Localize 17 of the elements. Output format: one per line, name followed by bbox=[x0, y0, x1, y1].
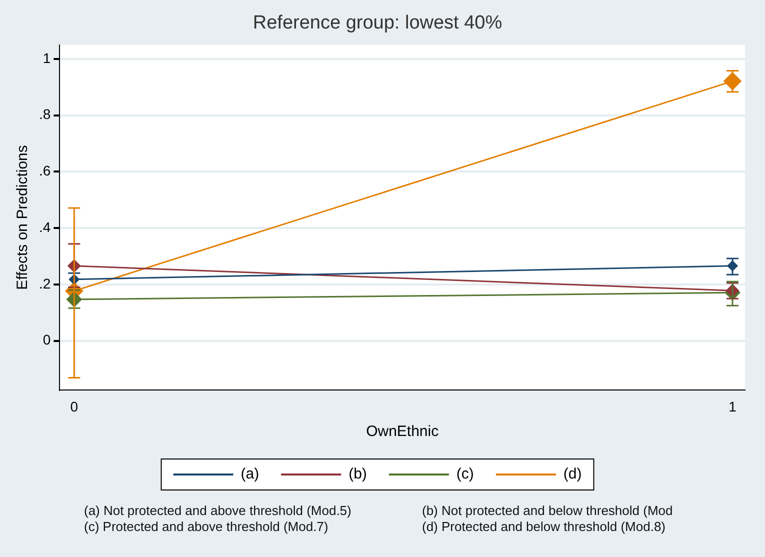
chart-title: Reference group: lowest 40% bbox=[252, 12, 502, 34]
y-tick-label: .4 bbox=[38, 218, 51, 235]
y-tick-label: 0 bbox=[42, 332, 51, 348]
legend-label: (c) bbox=[456, 466, 474, 483]
text: (a) Not protected and above threshold (Mod.5) bbox=[84, 503, 352, 519]
x-axis-title: OwnEthnic bbox=[366, 423, 440, 440]
text: (b) Not protected and below threshold (Mod bbox=[422, 503, 674, 519]
text: (c) Protected and above threshold (Mod.7) bbox=[84, 519, 330, 535]
legend-label: (d) bbox=[563, 466, 582, 483]
y-axis-title: Effects on Predictions bbox=[14, 145, 32, 290]
y-tick-label: .6 bbox=[38, 162, 51, 179]
y-tick-label: .8 bbox=[38, 106, 51, 122]
y-tick-label: .2 bbox=[38, 275, 51, 292]
legend-label: (a) bbox=[240, 466, 260, 483]
text: (d) Protected and below threshold (Mod.8) bbox=[422, 519, 667, 535]
legend-label: (b) bbox=[348, 466, 367, 483]
y-tick-label: 1 bbox=[42, 50, 51, 66]
